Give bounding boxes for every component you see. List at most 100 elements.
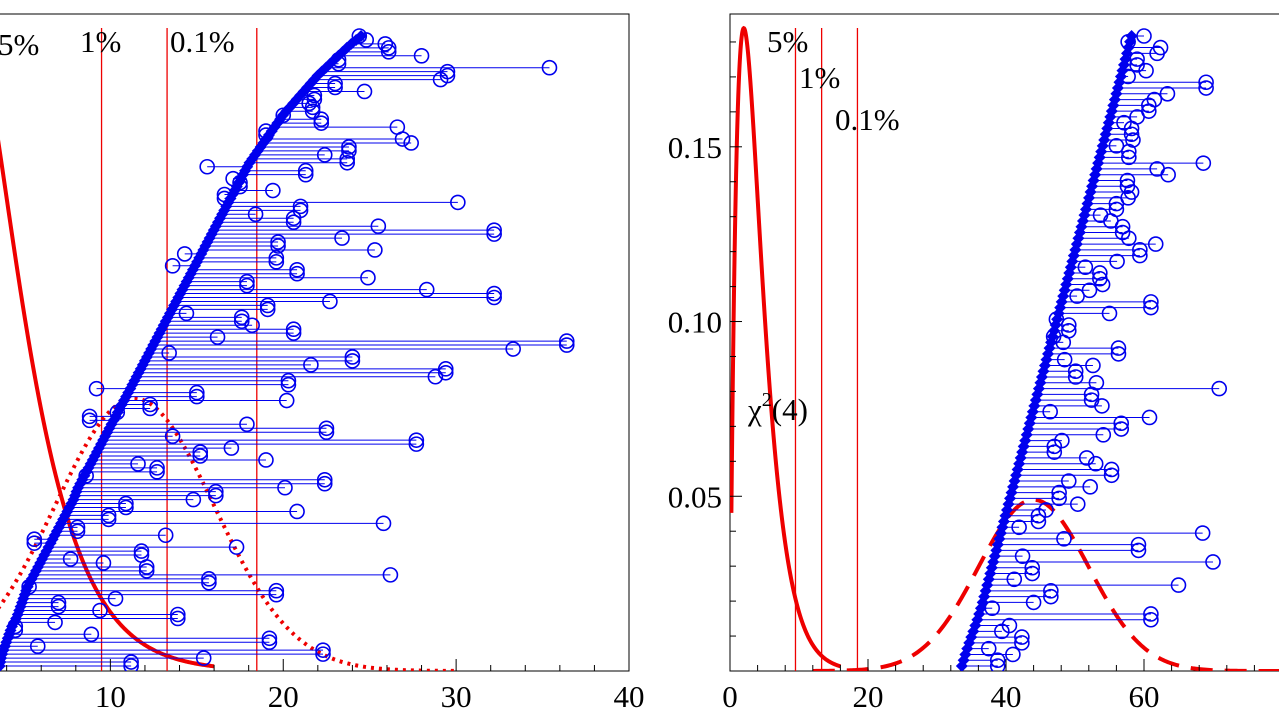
left-circle-point xyxy=(50,594,67,611)
left-circle-point xyxy=(201,571,217,587)
right-circle-point xyxy=(1141,409,1158,426)
left-circle-point xyxy=(195,650,212,666)
left-circle-point xyxy=(380,44,397,60)
left-circle-point xyxy=(47,614,63,631)
right-circle-point xyxy=(1092,265,1108,281)
left-circle-point xyxy=(199,158,215,175)
right-circle-point xyxy=(1051,490,1067,507)
left-circle-point xyxy=(69,519,86,536)
left-circle-point xyxy=(178,305,195,322)
right-circle-point xyxy=(1024,559,1041,576)
right-circle-point xyxy=(1043,583,1059,599)
left-circle-point xyxy=(439,67,456,84)
left-circle-point xyxy=(185,491,202,508)
right-circle-point xyxy=(1132,247,1148,264)
right-circle-point xyxy=(1113,415,1130,432)
left-circle-point xyxy=(285,325,302,341)
right-circle-point xyxy=(1085,357,1101,374)
right-diamond-point xyxy=(955,660,968,671)
right-circle-point xyxy=(1143,294,1159,310)
left-circle-point xyxy=(327,75,343,92)
left-circle-point xyxy=(95,555,112,571)
left-circle-point xyxy=(341,143,357,159)
right-circle-point xyxy=(1138,62,1154,79)
left-circle-point xyxy=(303,357,319,373)
left-circle-point xyxy=(123,654,139,670)
right-circle-point xyxy=(1060,322,1077,339)
right-circle-point xyxy=(1108,138,1125,154)
right-circle-point xyxy=(1069,496,1086,512)
right-x-tick-label: 60 xyxy=(1129,679,1160,714)
left-circle-point xyxy=(408,432,425,448)
left-circle-point xyxy=(313,115,330,131)
left-circle-point xyxy=(149,460,165,476)
right-circle-point xyxy=(1014,548,1031,564)
left-circle-point xyxy=(268,582,285,599)
right-circle-point xyxy=(1108,201,1125,218)
left-circle-point xyxy=(334,230,350,246)
right-circle-point xyxy=(1130,536,1147,553)
left-circle-point xyxy=(292,198,309,215)
left-circle-point xyxy=(247,206,264,223)
left-circle-point xyxy=(558,333,575,349)
right-circle-point xyxy=(1119,172,1136,189)
right-circle-point xyxy=(1095,427,1112,443)
left-circle-point xyxy=(192,444,209,460)
right-circle-point xyxy=(989,652,1006,669)
left-circle-point xyxy=(427,368,444,385)
right-circle-point xyxy=(1067,363,1084,380)
left-circle-point xyxy=(285,321,302,338)
left-circle-point xyxy=(258,452,274,468)
right-circle-point xyxy=(1129,57,1145,73)
chi-symbol: χ xyxy=(747,392,762,427)
left-circle-point xyxy=(261,634,278,651)
right-circle-point xyxy=(1143,606,1159,622)
left-circle-point xyxy=(161,345,177,361)
right-circle-point xyxy=(1067,369,1084,385)
left-circle-point xyxy=(437,361,454,377)
left-circle-point xyxy=(268,250,285,266)
left-circle-point xyxy=(280,372,297,389)
left-circle-point xyxy=(88,380,105,397)
left-circle-point xyxy=(292,202,309,219)
left-circle-point xyxy=(313,111,330,128)
left-circle-point xyxy=(118,495,134,512)
right-circle-point xyxy=(1198,74,1214,91)
left-circle-point xyxy=(275,107,292,124)
left-circle-point xyxy=(223,440,240,456)
right-circle-point xyxy=(1014,635,1030,651)
left-circle-point xyxy=(322,293,338,310)
left-circle-point xyxy=(239,273,255,290)
left-label-1pct: 1% xyxy=(80,24,121,59)
right-circle-point xyxy=(1101,305,1118,322)
right-circle-point xyxy=(1060,473,1077,489)
right-circle-point xyxy=(1083,392,1100,408)
left-circle-point xyxy=(62,551,79,567)
right-circle-point xyxy=(1110,340,1127,356)
left-circle-point xyxy=(233,309,250,326)
left-circle-point xyxy=(189,388,205,405)
right-circle-point xyxy=(1195,155,1212,171)
right-label-5pct: 5% xyxy=(767,24,808,59)
left-circle-point xyxy=(142,400,158,417)
left-diamond-point xyxy=(249,148,262,161)
left-circle-point xyxy=(69,523,86,540)
left-circle-point xyxy=(486,226,502,242)
left-circle-point xyxy=(344,349,361,365)
right-circle-point xyxy=(1025,594,1042,611)
right-circle-point xyxy=(1060,317,1077,333)
left-circle-point xyxy=(157,527,174,544)
right-circle-point xyxy=(1143,611,1159,628)
left-circle-point xyxy=(83,626,100,643)
left-circle-point xyxy=(316,471,333,488)
left-circle-point xyxy=(259,301,276,318)
right-circle-point xyxy=(1113,421,1130,437)
left-circle-point xyxy=(380,40,397,56)
left-circle-point xyxy=(304,99,321,116)
left-circle-point xyxy=(189,384,205,401)
left-circle-point xyxy=(268,254,285,270)
left-circle-point xyxy=(318,424,335,441)
left-circle-point xyxy=(169,610,186,627)
left-circle-point xyxy=(356,83,373,100)
